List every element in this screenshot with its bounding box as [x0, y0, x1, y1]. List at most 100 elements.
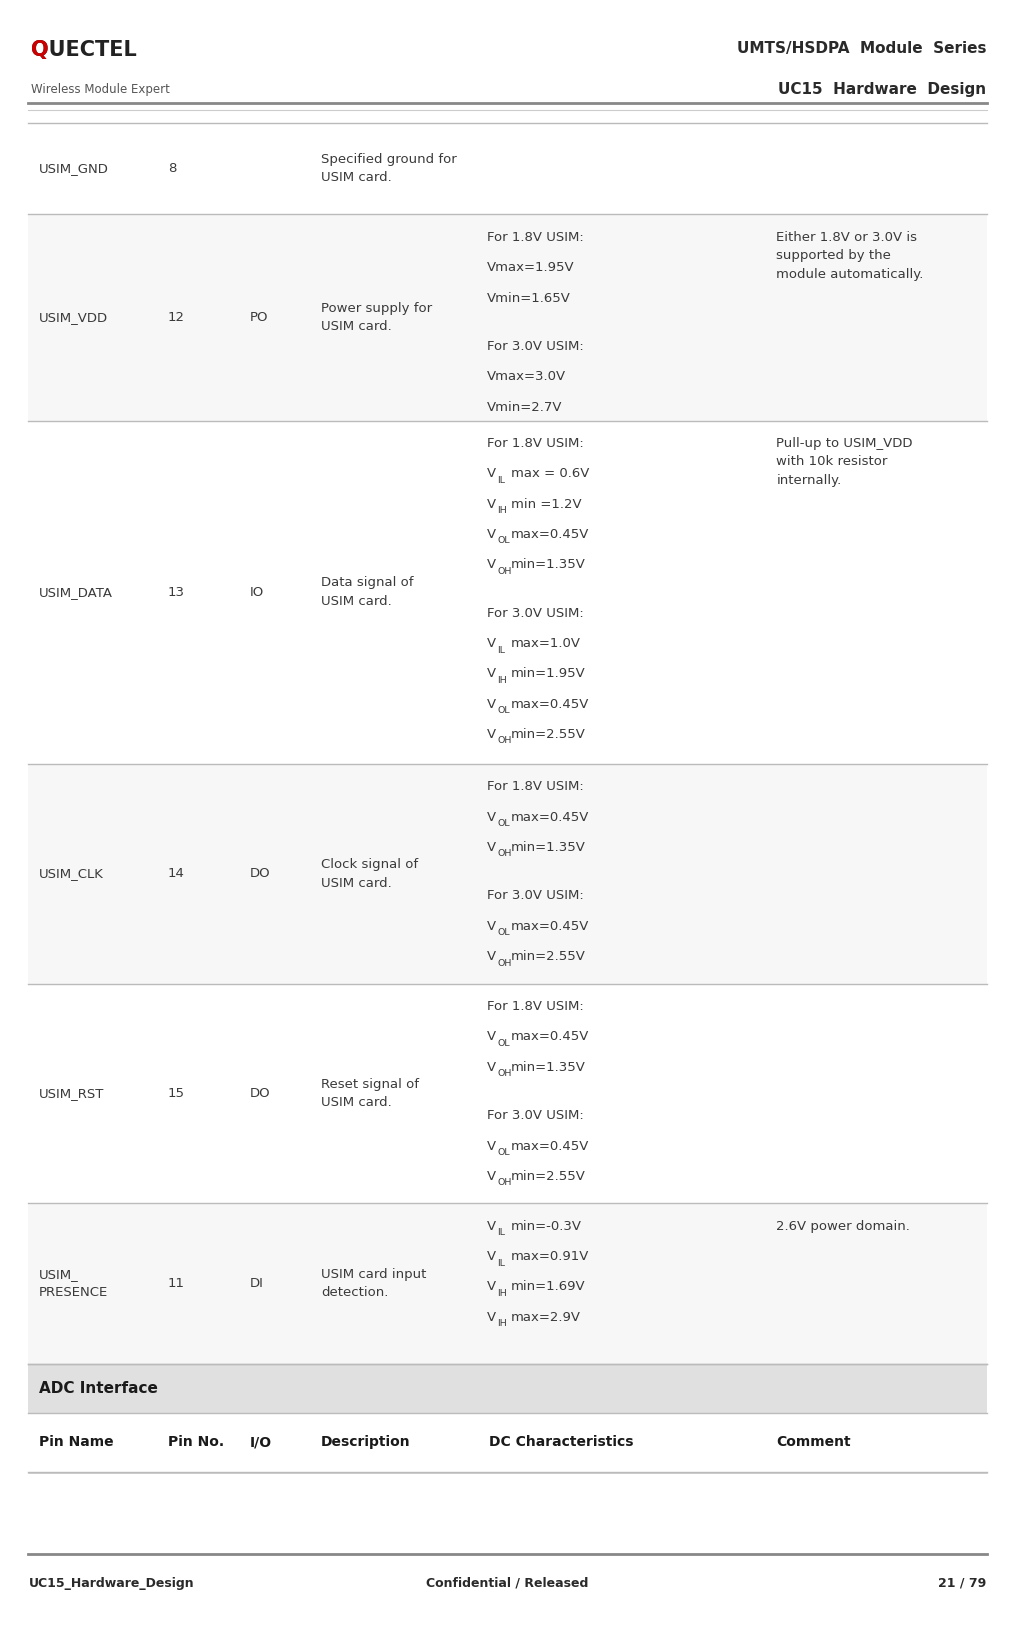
Text: UC15_Hardware_Design: UC15_Hardware_Design — [28, 1577, 194, 1590]
Text: max=0.45V: max=0.45V — [511, 1031, 589, 1044]
Text: For 1.8V USIM:: For 1.8V USIM: — [487, 1000, 584, 1013]
Text: UC15  Hardware  Design: UC15 Hardware Design — [779, 82, 987, 97]
Text: IL: IL — [497, 475, 505, 485]
Text: For 3.0V USIM:: For 3.0V USIM: — [487, 890, 584, 903]
Text: IH: IH — [497, 506, 506, 515]
Text: For 1.8V USIM:: For 1.8V USIM: — [487, 231, 584, 244]
Text: V: V — [487, 467, 496, 480]
Text: OH: OH — [497, 1069, 512, 1078]
Text: V: V — [487, 1280, 496, 1293]
Text: min=1.35V: min=1.35V — [511, 559, 586, 570]
Text: Wireless Module Expert: Wireless Module Expert — [31, 84, 171, 95]
Text: UMTS/HSDPA  Module  Series: UMTS/HSDPA Module Series — [737, 41, 987, 56]
Text: 15: 15 — [167, 1087, 185, 1100]
Text: max=0.45V: max=0.45V — [511, 1139, 589, 1152]
Text: OL: OL — [497, 706, 510, 715]
Text: USIM_RST: USIM_RST — [39, 1087, 104, 1100]
Text: 14: 14 — [167, 867, 185, 880]
Text: Vmin=2.7V: Vmin=2.7V — [487, 400, 562, 413]
Text: DI: DI — [250, 1277, 263, 1290]
Text: DO: DO — [250, 1087, 270, 1100]
Bar — [28, 215, 987, 421]
Text: V: V — [487, 638, 496, 651]
Bar — [28, 764, 987, 983]
Bar — [28, 1364, 987, 1413]
Text: max=0.45V: max=0.45V — [511, 811, 589, 824]
Text: Data signal of
USIM card.: Data signal of USIM card. — [321, 577, 414, 608]
Text: IL: IL — [497, 646, 505, 654]
Text: 12: 12 — [167, 311, 185, 325]
Text: USIM_VDD: USIM_VDD — [39, 311, 108, 325]
Text: OH: OH — [497, 567, 512, 575]
Text: V: V — [487, 559, 496, 570]
Text: For 3.0V USIM:: For 3.0V USIM: — [487, 339, 584, 352]
Text: 11: 11 — [167, 1277, 185, 1290]
Text: For 1.8V USIM:: For 1.8V USIM: — [487, 780, 584, 793]
Text: Pin No.: Pin No. — [167, 1436, 224, 1449]
Text: 13: 13 — [167, 585, 185, 598]
Text: max=1.0V: max=1.0V — [511, 638, 581, 651]
Text: I/O: I/O — [250, 1436, 271, 1449]
Text: Confidential / Released: Confidential / Released — [426, 1577, 589, 1590]
Text: min=1.69V: min=1.69V — [511, 1280, 586, 1293]
Text: IH: IH — [497, 1288, 506, 1298]
Text: V: V — [487, 1311, 496, 1324]
Text: For 1.8V USIM:: For 1.8V USIM: — [487, 438, 584, 449]
Text: V: V — [487, 951, 496, 964]
Text: OL: OL — [497, 536, 510, 546]
Text: V: V — [487, 1251, 496, 1264]
Text: For 3.0V USIM:: For 3.0V USIM: — [487, 1110, 584, 1123]
Text: max=0.91V: max=0.91V — [511, 1251, 589, 1264]
Text: Description: Description — [321, 1436, 411, 1449]
Text: ADC Interface: ADC Interface — [39, 1380, 157, 1396]
Text: V: V — [487, 811, 496, 824]
Bar — [28, 123, 987, 215]
Text: V: V — [487, 919, 496, 933]
Text: Clock signal of
USIM card.: Clock signal of USIM card. — [321, 859, 418, 890]
Text: V: V — [487, 498, 496, 510]
Text: IL: IL — [497, 1228, 505, 1237]
Text: OH: OH — [497, 736, 512, 746]
Text: DO: DO — [250, 867, 270, 880]
Text: OH: OH — [497, 849, 512, 859]
Text: V: V — [487, 1139, 496, 1152]
Text: max = 0.6V: max = 0.6V — [511, 467, 589, 480]
Text: Vmax=3.0V: Vmax=3.0V — [487, 370, 566, 384]
Text: 8: 8 — [167, 162, 177, 175]
Text: Comment: Comment — [776, 1436, 851, 1449]
Text: max=0.45V: max=0.45V — [511, 698, 589, 711]
Text: V: V — [487, 1060, 496, 1074]
Text: min=-0.3V: min=-0.3V — [511, 1219, 582, 1233]
Text: OL: OL — [497, 820, 510, 828]
Text: 2.6V power domain.: 2.6V power domain. — [776, 1219, 910, 1233]
Text: IH: IH — [497, 1319, 506, 1328]
Text: IL: IL — [497, 1259, 505, 1267]
Bar — [28, 421, 987, 764]
Text: min =1.2V: min =1.2V — [511, 498, 582, 510]
Bar — [28, 983, 987, 1203]
Text: V: V — [487, 698, 496, 711]
Text: min=1.35V: min=1.35V — [511, 1060, 586, 1074]
Text: USIM_DATA: USIM_DATA — [39, 585, 113, 598]
Bar — [28, 36, 987, 103]
Text: OH: OH — [497, 959, 512, 967]
Text: Q: Q — [31, 39, 49, 61]
Text: V: V — [487, 841, 496, 854]
Text: V: V — [487, 667, 496, 680]
Text: V: V — [487, 1219, 496, 1233]
Bar — [28, 1203, 987, 1364]
Text: Pin Name: Pin Name — [39, 1436, 114, 1449]
Text: Reset signal of
USIM card.: Reset signal of USIM card. — [321, 1078, 419, 1110]
Text: OL: OL — [497, 928, 510, 938]
Text: USIM card input
detection.: USIM card input detection. — [321, 1269, 426, 1300]
Text: max=0.45V: max=0.45V — [511, 528, 589, 541]
Text: Either 1.8V or 3.0V is
supported by the
module automatically.: Either 1.8V or 3.0V is supported by the … — [776, 231, 924, 280]
Text: Pull-up to USIM_VDD
with 10k resistor
internally.: Pull-up to USIM_VDD with 10k resistor in… — [776, 438, 912, 487]
Text: Specified ground for
USIM card.: Specified ground for USIM card. — [321, 152, 457, 185]
Text: V: V — [487, 1170, 496, 1183]
Text: min=2.55V: min=2.55V — [511, 1170, 586, 1183]
Text: max=0.45V: max=0.45V — [511, 919, 589, 933]
Text: PO: PO — [250, 311, 268, 325]
Text: Vmin=1.65V: Vmin=1.65V — [487, 292, 570, 305]
Text: min=1.95V: min=1.95V — [511, 667, 586, 680]
